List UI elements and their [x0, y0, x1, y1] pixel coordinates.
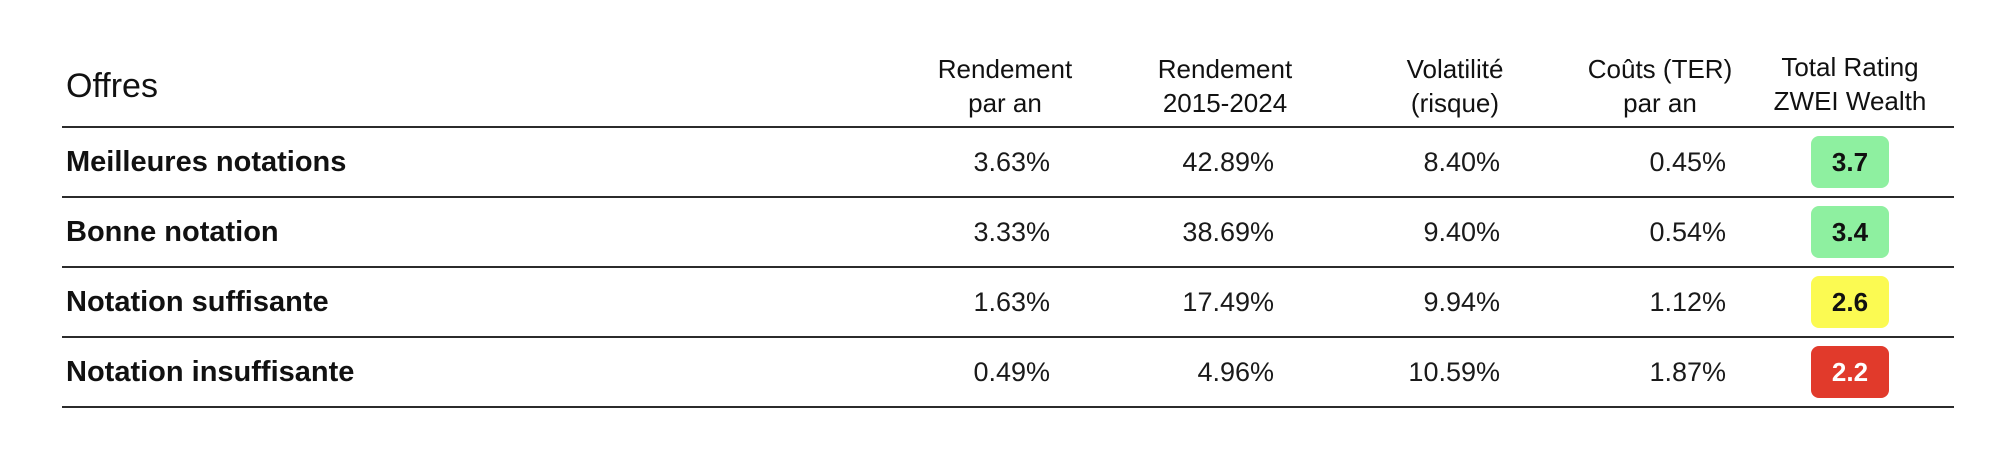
header-offres-line1: Offres	[66, 67, 158, 105]
header-total-rating-line2: ZWEI Wealth	[1773, 86, 1927, 116]
table-row: Bonne notation 3.33% 38.69% 9.40% 0.54% …	[62, 198, 1954, 266]
rating-badge: 3.4	[1811, 206, 1889, 258]
header-rendement-par-an: Rendement par an	[910, 52, 1100, 120]
row-divider	[62, 196, 1954, 198]
rating-badge: 2.6	[1811, 276, 1889, 328]
cell-couts: 1.87%	[1649, 357, 1726, 387]
row-label: Notation insuffisante	[66, 356, 355, 388]
header-volatilite: Volatilité (risque)	[1360, 52, 1550, 120]
row-label: Notation suffisante	[66, 286, 329, 318]
header-divider	[62, 126, 1954, 128]
header-volatilite-line2: (risque)	[1410, 88, 1500, 118]
table-row: Notation suffisante 1.63% 17.49% 9.94% 1…	[62, 268, 1954, 336]
row-divider	[62, 266, 1954, 268]
rating-badge: 2.2	[1811, 346, 1889, 398]
cell-volatilite: 10.59%	[1408, 357, 1500, 387]
header-total-rating-line1: Total Rating	[1781, 52, 1919, 82]
row-label: Meilleures notations	[66, 146, 347, 178]
header-rendement-par-an-line1: Rendement	[937, 54, 1073, 84]
table-row: Meilleures notations 3.63% 42.89% 8.40% …	[62, 128, 1954, 196]
header-rendement-par-an-line2: par an	[968, 88, 1042, 118]
table-bottom-border	[62, 406, 1954, 408]
cell-rendement-par-an: 1.63%	[973, 287, 1050, 317]
header-total-rating: Total Rating ZWEI Wealth	[1745, 50, 1955, 118]
cell-volatilite: 8.40%	[1423, 147, 1500, 177]
header-offres: Offres	[66, 66, 158, 106]
header-couts-line1: Coûts (TER)	[1587, 54, 1733, 84]
header-rendement-periode-line1: Rendement	[1157, 54, 1293, 84]
rating-badge: 3.7	[1811, 136, 1889, 188]
row-divider	[62, 336, 1954, 338]
header-couts-line2: par an	[1623, 88, 1697, 118]
cell-couts: 0.45%	[1649, 147, 1726, 177]
cell-rendement-periode: 17.49%	[1182, 287, 1274, 317]
cell-rendement-par-an: 3.63%	[973, 147, 1050, 177]
header-couts: Coûts (TER) par an	[1560, 52, 1760, 120]
cell-rendement-periode: 38.69%	[1182, 217, 1274, 247]
cell-couts: 0.54%	[1649, 217, 1726, 247]
cell-couts: 1.12%	[1649, 287, 1726, 317]
header-rendement-periode: Rendement 2015-2024	[1125, 52, 1325, 120]
cell-rendement-par-an: 3.33%	[973, 217, 1050, 247]
row-label: Bonne notation	[66, 216, 279, 248]
cell-rendement-periode: 4.96%	[1197, 357, 1274, 387]
cell-volatilite: 9.94%	[1423, 287, 1500, 317]
cell-rendement-par-an: 0.49%	[973, 357, 1050, 387]
table-row: Notation insuffisante 0.49% 4.96% 10.59%…	[62, 338, 1954, 406]
cell-rendement-periode: 42.89%	[1182, 147, 1274, 177]
cell-volatilite: 9.40%	[1423, 217, 1500, 247]
header-rendement-periode-line2: 2015-2024	[1162, 88, 1288, 118]
header-volatilite-line1: Volatilité	[1406, 54, 1504, 84]
